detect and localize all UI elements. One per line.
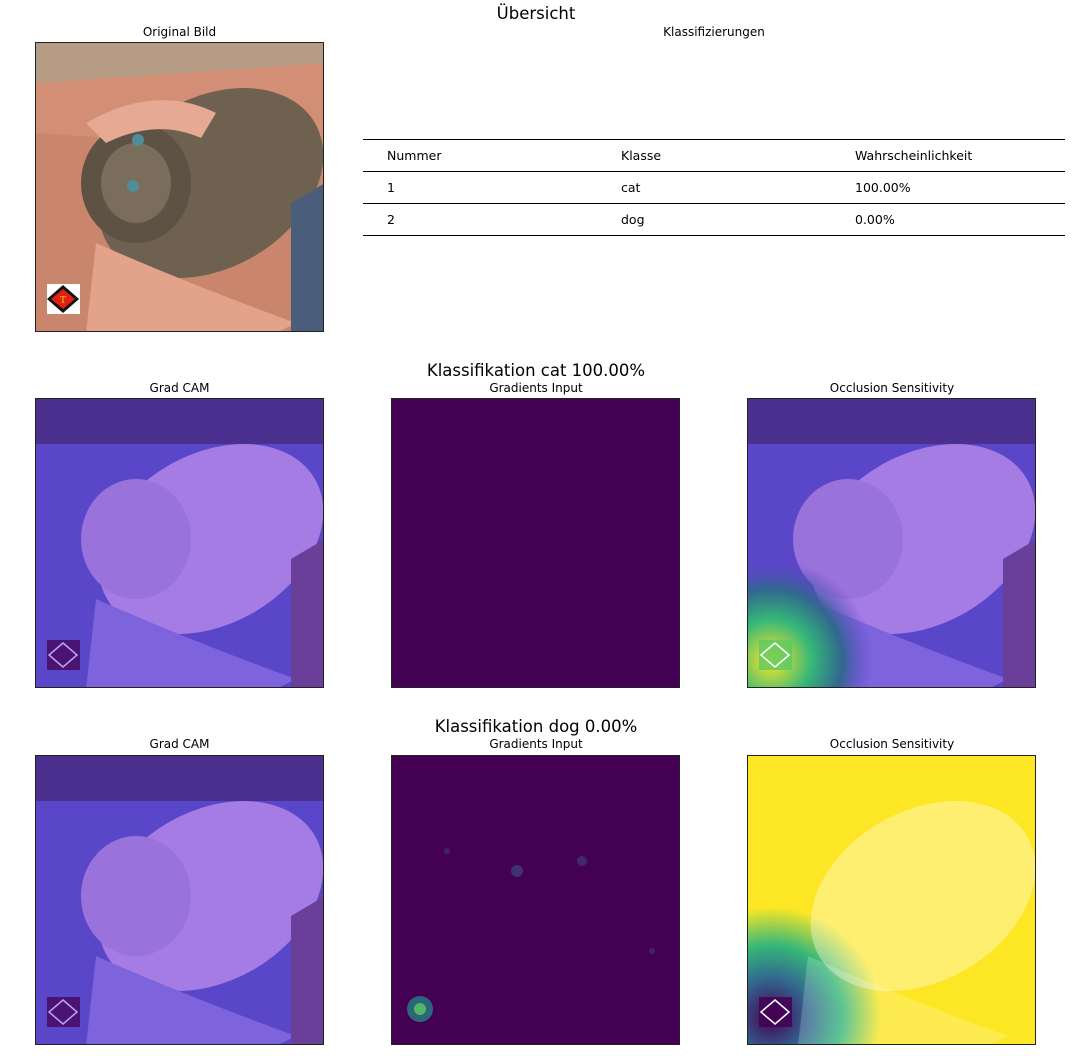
classification-table: Nummer Klasse Wahrscheinlichkeit 1 cat 1… (363, 139, 1065, 236)
table-header-row: Nummer Klasse Wahrscheinlichkeit (363, 139, 1065, 172)
dog-gradcam-title: Grad CAM (149, 737, 210, 751)
header-cell: Nummer (363, 139, 597, 172)
svg-text:T: T (60, 296, 66, 306)
table-row: 1 cat 100.00% (363, 171, 1065, 204)
dog-gradients-title: Gradients Input (489, 737, 583, 751)
cat-gradients-heatmap (391, 398, 680, 688)
cat-gradients-title: Gradients Input (489, 381, 583, 395)
figure-title: Übersicht (496, 4, 576, 23)
dog-occlusion-heatmap (747, 755, 1036, 1045)
table-cell: 0.00% (831, 203, 1065, 236)
dog-gradients-heatmap (391, 755, 680, 1045)
table-row: 2 dog 0.00% (363, 203, 1065, 236)
dog-gradcam-heatmap (35, 755, 324, 1045)
header-cell: Klasse (597, 139, 831, 172)
table-cell: cat (597, 171, 831, 204)
cat-gradcam-title: Grad CAM (149, 381, 210, 395)
cat-occlusion-title: Occlusion Sensitivity (829, 381, 955, 395)
cat-occlusion-heatmap (747, 398, 1036, 688)
section-dog-title: Klassifikation dog 0.00% (434, 717, 638, 736)
header-cell: Wahrscheinlichkeit (831, 139, 1065, 172)
dog-occlusion-title: Occlusion Sensitivity (829, 737, 955, 751)
table-cell: 1 (363, 171, 597, 204)
section-cat-title: Klassifikation cat 100.00% (426, 361, 646, 380)
table-cell: 100.00% (831, 171, 1065, 204)
cat-gradcam-heatmap (35, 398, 324, 688)
original-image-title: Original Bild (142, 25, 217, 39)
table-cell: 2 (363, 203, 597, 236)
classification-table-title: Klassifizierungen (663, 25, 765, 39)
table-cell: dog (597, 203, 831, 236)
original-image: T (35, 42, 324, 332)
